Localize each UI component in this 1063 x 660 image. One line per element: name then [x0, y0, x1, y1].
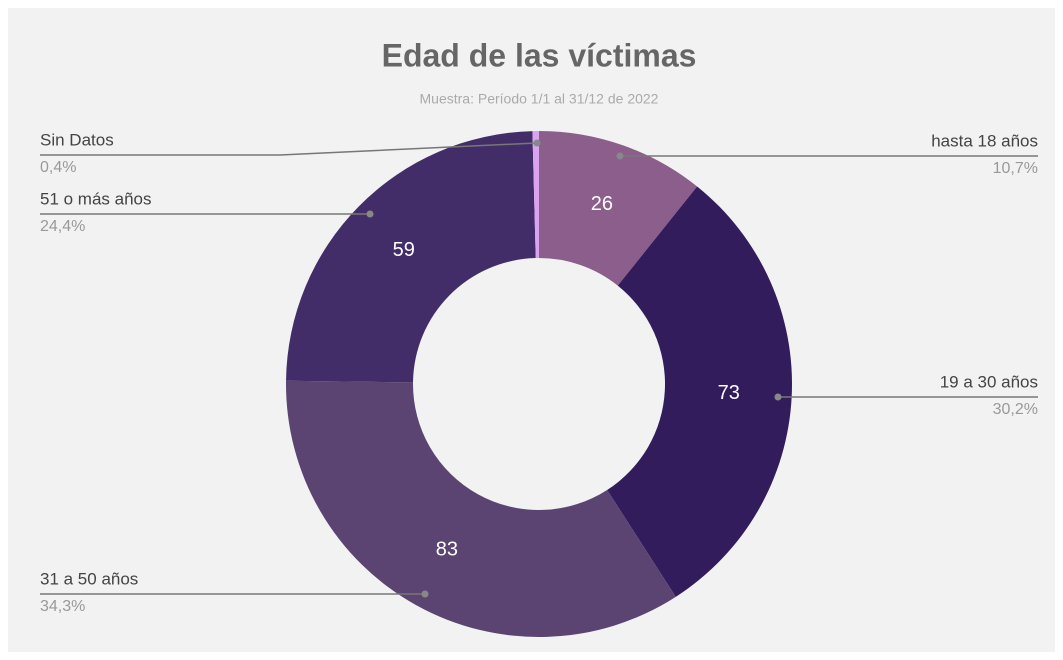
- slice: [532, 131, 539, 259]
- leader-dot: [366, 210, 374, 218]
- value-label: 59: [393, 239, 415, 261]
- slice: [539, 131, 698, 286]
- category-label: 51 o más años: [40, 189, 152, 208]
- percent-label: 24,4%: [40, 218, 85, 235]
- chart-subtitle: Muestra: Período 1/1 al 31/12 de 2022: [420, 91, 659, 107]
- value-label: 26: [591, 193, 613, 215]
- percent-label: 34,3%: [40, 598, 85, 615]
- category-label: Sin Datos: [40, 130, 114, 149]
- leader-dot: [421, 590, 429, 598]
- category-label: hasta 18 años: [931, 131, 1038, 150]
- percent-label: 30,2%: [993, 401, 1038, 418]
- leader-dot: [616, 152, 624, 160]
- leader-line: [40, 142, 538, 156]
- category-label: 19 a 30 años: [940, 372, 1038, 391]
- value-label: 83: [436, 538, 458, 560]
- leader-dot: [533, 139, 541, 147]
- slice: [607, 186, 793, 597]
- percent-label: 0,4%: [40, 159, 76, 176]
- value-label: 73: [718, 382, 740, 404]
- category-label: 31 a 50 años: [40, 569, 138, 588]
- percent-label: 10,7%: [993, 160, 1038, 177]
- slice: [286, 131, 536, 383]
- chart-title: Edad de las víctimas: [382, 37, 697, 73]
- slice: [286, 380, 676, 637]
- leader-dot: [774, 393, 782, 401]
